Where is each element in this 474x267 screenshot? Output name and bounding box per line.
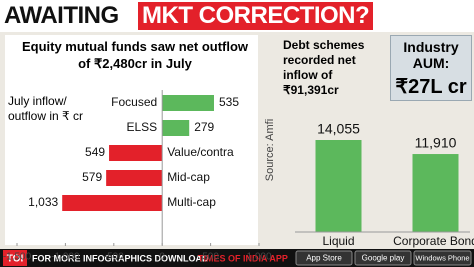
value-label: 11,910 (415, 135, 457, 151)
value-label: 1,033 (28, 195, 58, 209)
bar (162, 95, 214, 111)
value-label: 279 (194, 120, 214, 134)
x-tick-label: 1,000 (246, 252, 271, 263)
badge[interactable] (295, 250, 353, 266)
badge-text[interactable]: App Store (306, 254, 342, 263)
logo-box (3, 250, 27, 266)
debt-title: Debt schemes recorded net inflow of ₹91,… (283, 38, 365, 97)
source: Source: Amfi (264, 119, 276, 181)
bar (106, 170, 163, 186)
bar (412, 154, 459, 232)
category-label: Focused (111, 95, 157, 109)
x-tick-label: 0 (159, 252, 165, 263)
x-tick-label: -1,500 (3, 252, 32, 263)
category-label: Mid-cap (167, 170, 210, 184)
category-label: Corporate Bond (393, 234, 474, 248)
value-label: 579 (82, 170, 102, 184)
bar (109, 145, 163, 161)
category-label: ELSS (127, 120, 158, 134)
x-tick-label: -1,000 (51, 252, 80, 263)
equity-title: Equity mutual funds saw net outflow of ₹… (21, 39, 249, 71)
badge[interactable] (413, 250, 472, 266)
bar (62, 195, 163, 211)
title-highlight: MKT CORRECTION? (138, 2, 374, 30)
value-label: 535 (219, 95, 239, 109)
aum-box: Industry AUM: ₹27L cr (390, 35, 472, 101)
badge-text[interactable]: Google play (362, 254, 405, 263)
aum-value: ₹27L cr (395, 76, 467, 98)
value-label: 549 (85, 145, 105, 159)
x-tick-label: -500 (104, 252, 124, 263)
bar (162, 120, 190, 136)
category-label: Liquid (322, 234, 354, 248)
footer-app: TIMES OF INDIA APP (198, 253, 288, 263)
aum-label: Industry AUM: (403, 39, 459, 71)
category-label: Multi-cap (167, 195, 216, 209)
badge-text[interactable]: Windows Phone (415, 253, 469, 262)
footer-text: FOR MORE INFOGRAPHICS DOWNLOAD (32, 253, 209, 263)
title-main: AWAITING (4, 2, 119, 29)
footer-logo: TOI (7, 254, 24, 265)
category-label: Value/contra (167, 145, 234, 159)
unit-note: July inflow/ outflow in ₹ cr (8, 94, 83, 123)
bar (315, 140, 362, 232)
x-tick-label: 500 (202, 252, 219, 263)
badge[interactable] (354, 250, 412, 266)
value-label: 14,055 (317, 121, 360, 137)
